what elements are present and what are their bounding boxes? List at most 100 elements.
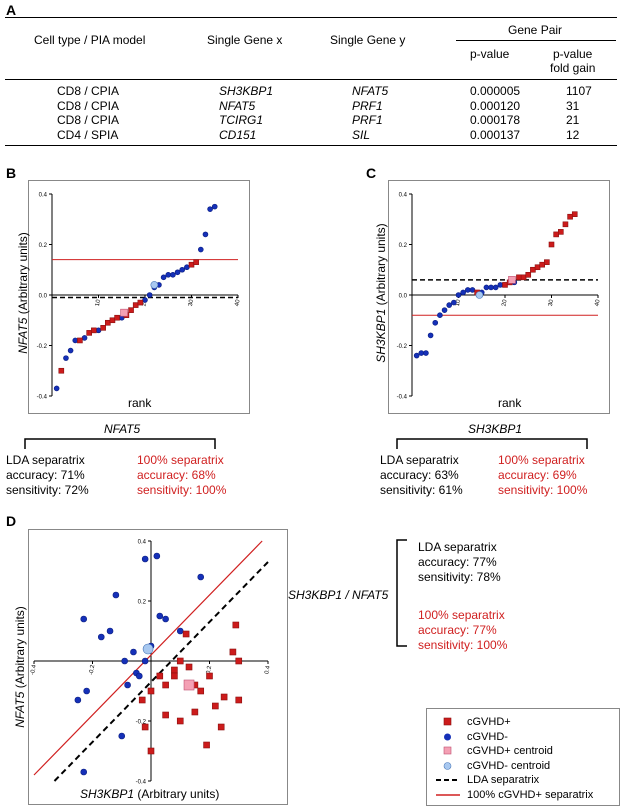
panel-c-ylabel: SH3KBP1 (Arbitrary units)	[374, 218, 388, 368]
cgvhd-pos-point	[132, 302, 139, 308]
cgvhd-neg-point	[136, 672, 143, 680]
legend-swatch-blue-circle	[444, 733, 451, 740]
panel-a-label: A	[6, 2, 17, 18]
cgvhd-neg-point	[142, 297, 148, 303]
cgvhd-pos-point	[171, 666, 178, 674]
panel-c-chart: 0.4 0.2 0.0 -0.2 -0.4 10 20 30 40	[388, 180, 610, 414]
cgvhd-neg-point	[146, 292, 153, 298]
cgvhd-pos-point	[105, 319, 111, 326]
table-cell-pvalue: 0.000005	[470, 84, 521, 98]
cgvhd-neg-centroid	[150, 281, 159, 289]
cgvhd-neg-point	[130, 648, 137, 656]
legend-marker	[443, 761, 452, 770]
legend-swatch-red-square	[443, 717, 452, 726]
cgvhd-pos-point	[128, 307, 134, 313]
table-cell-genex: TCIRG1	[219, 113, 264, 127]
cgvhd-pos-point	[544, 259, 550, 265]
panel-d-xlabel: SH3KBP1 (Arbitrary units)	[80, 787, 219, 801]
cgvhd-neg-point	[455, 292, 462, 298]
y-tick-label: 0.0	[399, 294, 408, 300]
panel-d-ylabel: NFAT5 (Arbitrary units)	[13, 577, 27, 757]
cgvhd-neg-point	[74, 696, 82, 704]
panel-c-full-stats: 100% separatrix accuracy: 69% sensitivit…	[498, 453, 587, 498]
cgvhd-pos-point	[206, 672, 213, 680]
y-tick-label: 0.4	[39, 193, 48, 199]
legend-swatch-black-dash	[436, 779, 460, 781]
table-cell-geney: PRF1	[352, 113, 383, 127]
legend-marker	[443, 717, 452, 726]
cgvhd-pos-point	[176, 717, 184, 725]
cgvhd-neg-point	[170, 272, 176, 278]
table-bottom-rule	[5, 145, 617, 146]
table-group-rule	[456, 40, 616, 41]
cgvhd-pos-point	[235, 657, 243, 665]
cgvhd-neg-point	[483, 284, 490, 291]
panel-b-lda-stats: LDA separatrix accuracy: 71% sensitivity…	[6, 453, 89, 498]
panel-d-lda-stats: LDA separatrix accuracy: 77% sensitivity…	[418, 540, 501, 585]
table-cell-pvalue: 0.000120	[470, 98, 521, 113]
panel-d-label: D	[6, 513, 17, 529]
cgvhd-pos-point	[188, 261, 195, 268]
cgvhd-neg-point	[81, 335, 88, 341]
panel-d-full-stats: 100% separatrix accuracy: 77% sensitivit…	[418, 608, 507, 653]
panel-b-full-sensitivity: sensitivity: 100%	[137, 483, 227, 497]
panel-d-ylabel-units: (Arbitrary units)	[13, 606, 27, 692]
y-tick-label: 0.2	[138, 600, 147, 606]
x-tick-label: 30	[548, 299, 555, 307]
cgvhd-pos-point	[58, 367, 65, 374]
cgvhd-pos-point	[141, 723, 149, 731]
table-header-celltype: Cell type / PIA model	[34, 33, 146, 47]
cgvhd-pos-point	[176, 657, 184, 665]
cgvhd-neg-point	[492, 284, 499, 291]
cgvhd-neg-point	[198, 246, 204, 253]
legend-swatch-lightblue-circle	[443, 761, 452, 770]
cgvhd-pos-point	[229, 648, 237, 656]
y-tick-label: 0.4	[138, 540, 147, 546]
legend-label: LDA separatrix	[467, 774, 540, 786]
table-cell-celltype: CD8 / CPIA	[57, 98, 120, 113]
cgvhd-pos-centroid	[183, 679, 195, 691]
panel-c-full-accuracy: accuracy: 69%	[498, 468, 577, 482]
x-tick-label: 40	[234, 299, 241, 307]
panel-d-chart: 0.4 0.2 -0.2 -0.4 -0.4 -0.2 0.2 0.4	[28, 529, 288, 805]
cgvhd-neg-point	[160, 274, 167, 281]
cgvhd-neg-point	[124, 681, 131, 689]
y-tick-label: 0.0	[39, 294, 48, 300]
panel-c-lda-accuracy: accuracy: 63%	[380, 468, 459, 482]
table-top-rule	[5, 17, 617, 18]
cgvhd-pos-point	[185, 663, 193, 671]
panel-c-ylabel-units: (Arbitrary units)	[374, 223, 388, 309]
y-tick-label: -0.4	[37, 395, 48, 401]
panel-c-lda-title: LDA separatrix	[380, 453, 459, 467]
cgvhd-pos-point	[156, 672, 164, 680]
panel-b-ylabel: NFAT5 (Arbitrary units)	[16, 218, 30, 368]
panel-b-ylabel-units: (Arbitrary units)	[16, 232, 30, 318]
x-tick-label: -0.4	[30, 664, 38, 676]
lda-separatrix-line	[53, 561, 269, 782]
cgvhd-neg-point	[174, 269, 181, 276]
cgvhd-neg-point	[441, 307, 448, 313]
cgvhd-neg-point	[112, 591, 120, 599]
y-tick-label: -0.4	[136, 780, 147, 786]
cgvhd-neg-point	[427, 332, 434, 339]
cgvhd-neg-point	[176, 627, 184, 635]
cgvhd-neg-point	[432, 319, 439, 326]
cgvhd-pos-point	[162, 711, 169, 719]
table-cell-genex: CD151	[219, 127, 257, 142]
legend-swatch-pink-square	[443, 746, 452, 755]
panel-d-full-title: 100% separatrix	[418, 608, 505, 622]
table-cell-geney: NFAT5	[352, 84, 389, 98]
panel-b-full-stats: 100% separatrix accuracy: 68% sensitivit…	[137, 453, 226, 498]
cgvhd-pos-point	[502, 282, 508, 288]
cgvhd-neg-point	[465, 287, 471, 293]
x-tick-label: 30	[188, 299, 195, 307]
cgvhd-neg-point	[153, 552, 161, 560]
cgvhd-pos-point	[91, 327, 97, 334]
table-cell-genex: SH3KBP1	[219, 84, 274, 98]
legend-marker	[443, 746, 452, 755]
cgvhd-neg-point	[141, 657, 149, 665]
cgvhd-neg-point	[80, 615, 88, 623]
panel-b-lda-sensitivity: sensitivity: 72%	[6, 483, 89, 497]
cgvhd-neg-point	[451, 299, 457, 306]
table-header-rule	[5, 79, 617, 80]
